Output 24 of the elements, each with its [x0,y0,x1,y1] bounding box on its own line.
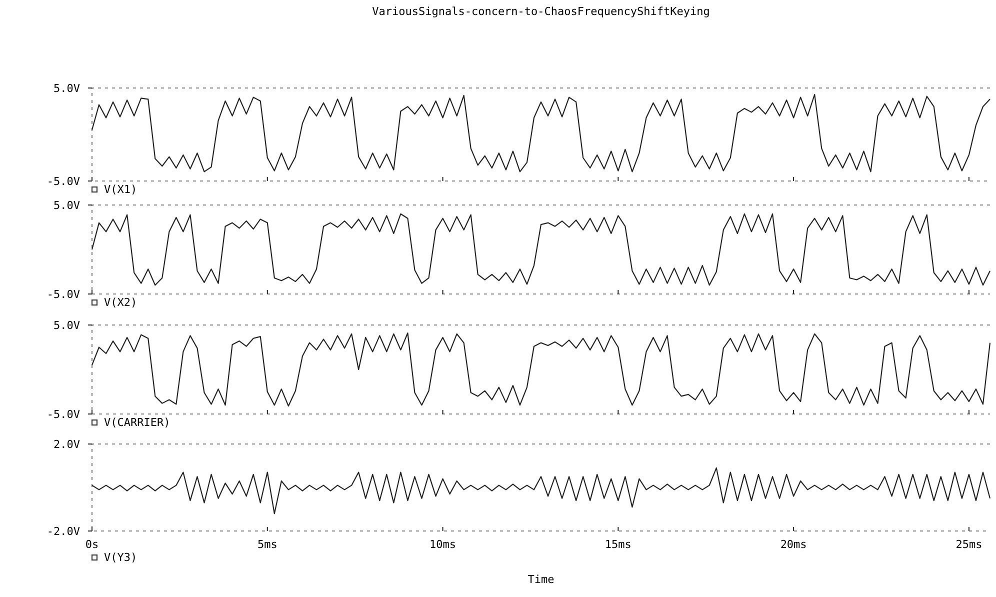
x-tick-label: 10ms [430,538,456,551]
chart-title: VariousSignals-concern-to-ChaosFrequencyShiftKeying [372,5,710,18]
x-tick-label: 15ms [604,538,632,551]
x-tick-label: 25ms [956,538,982,551]
y-tick-label: 2.0V [54,438,80,451]
x-tick-label: 5ms [257,538,278,551]
line-series [91,213,991,286]
line-series [91,332,991,407]
legend-label: V(CARRIER) [104,416,170,429]
x-axis-title: Time [528,573,554,586]
y-tick-label: -5.0V [46,175,80,188]
y-tick-label: 5.0V [54,199,80,212]
x-tick-label: 20ms [780,538,807,551]
y-tick-label: 5.0V [54,319,80,332]
y-tick-label: -2.0V [46,525,80,538]
line-series [91,467,991,514]
line-series [91,94,991,172]
legend-label: V(X1) [104,183,138,196]
legend-label: V(Y3) [104,551,138,564]
x-tick-label: 0s [85,538,99,551]
y-tick-label: -5.0V [46,408,80,421]
y-tick-label: 5.0V [54,82,80,95]
y-tick-label: -5.0V [46,288,80,301]
legend-label: V(X2) [104,296,138,309]
